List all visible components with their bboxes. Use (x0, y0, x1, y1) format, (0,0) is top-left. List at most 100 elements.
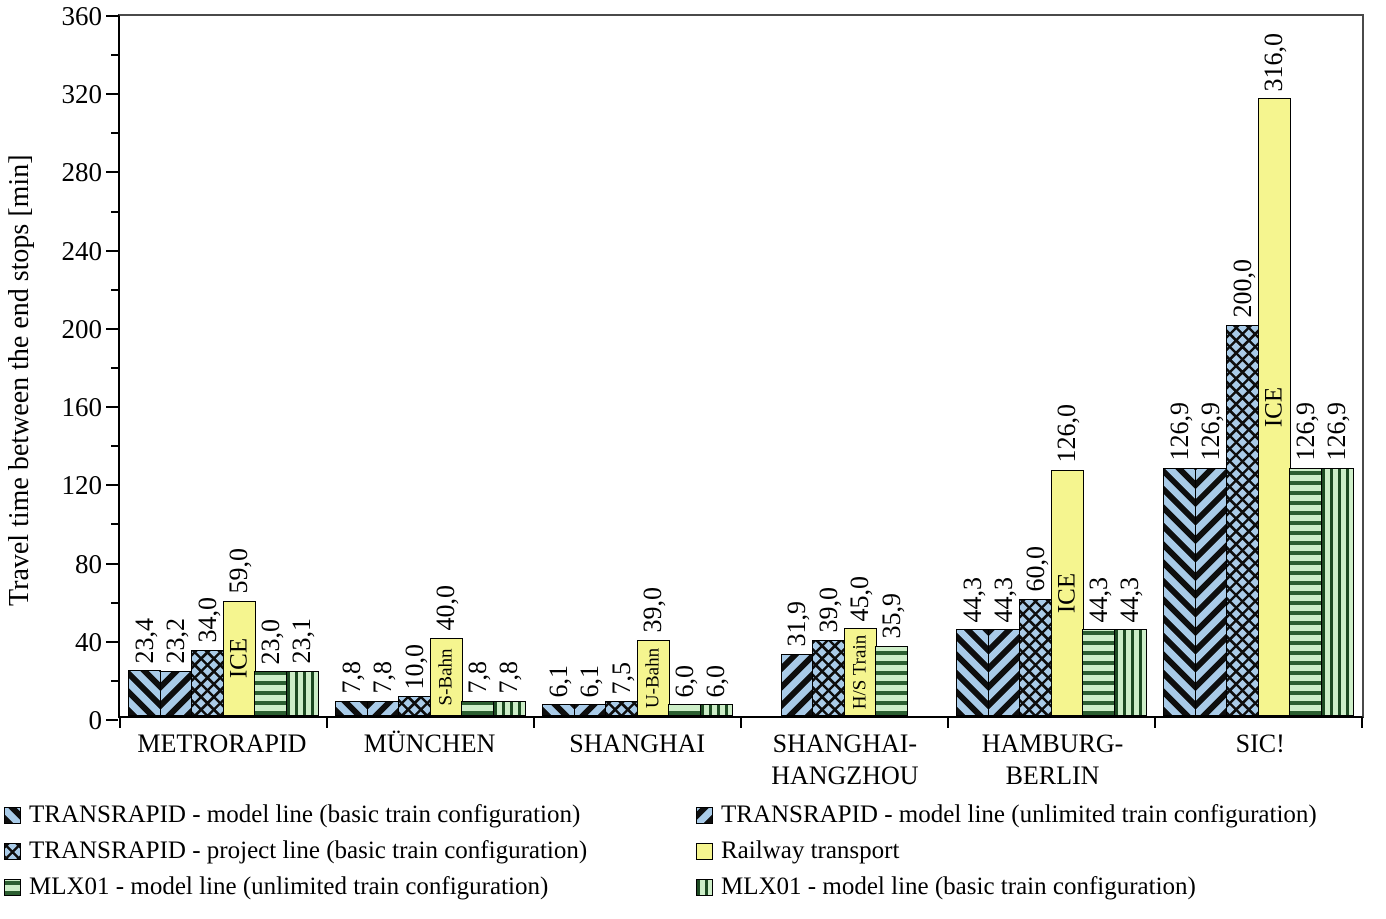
y-axis-tick-label: 0 (88, 705, 103, 735)
category-label-line: MÜNCHEN (363, 729, 496, 758)
bar-value-label: 35,9 (876, 593, 906, 639)
category-label-hamburg-berlin: HAMBURG- BERLIN (949, 728, 1157, 791)
category-label-sic: SIC! (1156, 728, 1364, 791)
legend-item-mlx01_basic: MLX01 - model line (basic train configur… (696, 873, 1317, 901)
bar-sic-railway: ICE (1257, 98, 1291, 716)
bar-value-label: 39,0 (813, 587, 843, 633)
bar-shanghai-hangzhou-railway: H/S Train (843, 628, 877, 716)
bar-shanghai-mlx01_unlimited (668, 704, 702, 716)
bar-value-label: 7,8 (368, 661, 398, 694)
bar-value-label: 40,0 (431, 585, 461, 631)
bar-value-label: 34,0 (192, 597, 222, 643)
bar-metrorapid-mlx01_basic (285, 670, 319, 716)
bar-value-label: 44,3 (1083, 576, 1113, 623)
y-axis-tick-label: 160 (61, 392, 103, 423)
bar-shanghai-hangzhou-transrapid_project_basic (812, 639, 846, 716)
y-axis-major-tick (106, 719, 118, 721)
y-axis-minor-tick (111, 132, 118, 135)
legend-label-transrapid_model_basic: TRANSRAPID - model line (basic train con… (29, 801, 581, 828)
category-label-line: BERLIN (1005, 760, 1100, 790)
legend-label-mlx01_unlimited: MLX01 - model line (unlimited train conf… (29, 873, 549, 900)
y-axis-tick-label: 80 (75, 548, 102, 579)
bar-metrorapid-transrapid_model_unlimited (159, 670, 193, 716)
bar-metrorapid-railway: ICE (222, 600, 256, 716)
y-axis-major-tick (106, 249, 118, 252)
y-axis-tick-label: 200 (61, 313, 103, 344)
x-axis-boundary-tick (1154, 718, 1156, 728)
bar-slot-muenchen-transrapid_model_unlimited: 7,8 (366, 661, 400, 716)
bar-value-label: 6,1 (543, 664, 573, 698)
railway-bar-text: ICE (225, 638, 253, 679)
bar-slot-shanghai-railway: U-Bahn 39,0 (636, 587, 670, 716)
category-label-muenchen: MÜNCHEN (326, 728, 534, 791)
x-axis-boundary-tick (325, 718, 328, 728)
category-label-line: SHANGHAI (569, 729, 706, 758)
y-axis-minor-tick (111, 445, 118, 448)
y-axis-minor-tick (111, 54, 118, 57)
bar-slot-hamburg-berlin-mlx01_unlimited: 44,3 (1082, 577, 1116, 716)
bar-slot-shanghai-transrapid_project_basic: 7,5 (605, 662, 639, 716)
y-axis-minor-tick (111, 523, 118, 526)
bar-sic-transrapid_model_basic (1163, 467, 1197, 716)
bar-slot-shanghai-mlx01_basic: 6,0 (699, 665, 733, 716)
bar-value-label: 126,9 (1290, 402, 1320, 461)
bar-slot-sic-mlx01_basic: 126,9 (1320, 402, 1354, 716)
bar-slot-metrorapid-transrapid_model_basic: 23,4 (128, 618, 162, 716)
bar-value-label: 7,5 (606, 661, 636, 695)
bar-value-label: 6,1 (575, 664, 605, 698)
bar-shanghai-transrapid_model_unlimited (573, 704, 607, 716)
bar-slot-muenchen-transrapid_project_basic: 10,0 (398, 644, 432, 716)
legend-swatch-blue-diagonal-up (696, 806, 713, 824)
bar-value-label: 23,0 (255, 618, 285, 665)
bar-value-label: 44,3 (957, 576, 987, 623)
bar-slot-muenchen-railway: S-Bahn 40,0 (429, 585, 463, 716)
bar-slot-shanghai-hangzhou-transrapid_model_unlimited: 31,9 (780, 601, 814, 716)
bar-muenchen-mlx01_basic (492, 700, 526, 716)
bar-sic-mlx01_unlimited (1289, 467, 1323, 716)
legend-item-transrapid_model_basic: TRANSRAPID - model line (basic train con… (4, 801, 587, 829)
category-label-line: HANGZHOU (771, 760, 919, 790)
x-axis-boundary-tick (740, 718, 742, 728)
bar-group-sic: 126,9 126,9 200,0 ICE 316,0 126,9 126,9 (1155, 16, 1362, 716)
y-axis-tick-label: 240 (61, 235, 103, 266)
legend-swatch-green-vertical (696, 878, 713, 896)
bar-value-label: 23,1 (287, 618, 317, 664)
y-axis-major-tick (106, 640, 118, 643)
bar-slot-shanghai-hangzhou-railway: H/S Train 45,0 (843, 576, 877, 716)
bar-group-muenchen: 7,8 7,8 10,0 S-Bahn 40,0 7,8 7,8 (327, 16, 534, 716)
y-axis-major-tick (106, 171, 118, 174)
bar-slot-sic-railway: ICE 316,0 (1257, 33, 1291, 716)
category-axis-labels: METRORAPID MÜNCHEN SHANGHAI SHANGHAI- HANGZH… (118, 728, 1364, 791)
x-axis-boundary-tick (946, 718, 949, 728)
bar-hamburg-berlin-transrapid_project_basic (1019, 598, 1053, 716)
bar-slot-shanghai-hangzhou-mlx01_unlimited: 35,9 (875, 593, 909, 716)
bar-hamburg-berlin-transrapid_model_unlimited (987, 629, 1021, 716)
y-axis-major-tick (106, 406, 118, 409)
category-label-shanghai-hangzhou: SHANGHAI- HANGZHOU (741, 728, 949, 791)
y-axis-minor-tick (111, 679, 118, 682)
bar-slot-hamburg-berlin-transrapid_model_unlimited: 44,3 (987, 577, 1021, 716)
y-axis-tick-label: 360 (61, 1, 103, 31)
bar-metrorapid-transrapid_project_basic (191, 649, 225, 716)
bar-slot-shanghai-hangzhou-transrapid_project_basic: 39,0 (812, 587, 846, 716)
bar-muenchen-transrapid_model_basic (335, 700, 369, 716)
bar-value-label: 44,3 (1115, 576, 1145, 623)
bar-slot-hamburg-berlin-mlx01_basic: 44,3 (1113, 577, 1147, 716)
railway-bar-text: H/S Train (849, 634, 871, 710)
bar-shanghai-transrapid_project_basic (605, 701, 639, 716)
x-axis-boundary-tick (119, 718, 121, 728)
bar-metrorapid-transrapid_model_basic (128, 670, 162, 716)
legend-label-mlx01_basic: MLX01 - model line (basic train configur… (721, 873, 1196, 900)
bar-hamburg-berlin-mlx01_unlimited (1082, 629, 1116, 716)
legend-label-transrapid_project_basic: TRANSRAPID - project line (basic train c… (29, 837, 588, 864)
bar-slot-shanghai-mlx01_unlimited: 6,0 (668, 665, 702, 716)
bar-value-label: 10,0 (399, 643, 429, 690)
y-axis-tick-label: 120 (61, 470, 103, 501)
bar-shanghai-railway: U-Bahn (636, 639, 670, 716)
bar-value-label: 23,4 (129, 617, 159, 664)
y-axis-major-tick (106, 15, 118, 17)
bar-sic-transrapid_project_basic (1226, 324, 1260, 716)
bar-shanghai-hangzhou-transrapid_model_unlimited (780, 653, 814, 716)
bar-hamburg-berlin-transrapid_model_basic (956, 629, 990, 716)
legend-label-railway: Railway transport (721, 837, 900, 864)
